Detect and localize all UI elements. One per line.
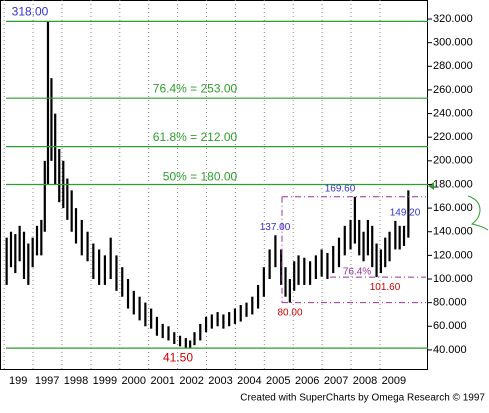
x-tick-label: 2006 — [295, 375, 319, 387]
y-tick-label: 280.000 — [433, 60, 473, 72]
range-label: 80.00 — [277, 307, 302, 318]
point-label: 149.20 — [390, 208, 421, 219]
y-tick-label: 320.000 — [433, 13, 473, 25]
x-tick-label: 1997 — [35, 375, 59, 387]
y-tick-label: 60.000 — [433, 320, 467, 332]
x-tick-label: 2003 — [208, 375, 232, 387]
bracket — [467, 195, 489, 231]
x-tick-label: 2002 — [179, 375, 203, 387]
y-tick-label: 140.000 — [433, 226, 473, 238]
x-tick-label: 1999 — [93, 375, 117, 387]
level-label: 41.50 — [163, 350, 193, 364]
y-tick-label: 100.000 — [433, 273, 473, 285]
x-tick-label: 2007 — [324, 375, 348, 387]
level-label: 50% = 180.00 — [163, 170, 238, 184]
y-tick-label: 120.000 — [433, 249, 473, 261]
x-tick-label: 2000 — [122, 375, 146, 387]
range-label: 101.60 — [370, 282, 401, 293]
x-tick-label: 2009 — [382, 375, 406, 387]
retracement-label: 76.4% — [343, 267, 371, 278]
y-tick-label: 40.000 — [433, 344, 467, 356]
level-label: 76.4% = 253.00 — [153, 81, 238, 95]
y-tick-label: 220.000 — [433, 131, 473, 143]
level-label: 61.8% = 212.00 — [153, 130, 238, 144]
y-tick-label: 200.000 — [433, 155, 473, 167]
x-tick-label: 199 — [9, 375, 27, 387]
y-tick-label: 160.000 — [433, 202, 473, 214]
x-tick-label: 2001 — [150, 375, 174, 387]
x-tick-label: 2008 — [353, 375, 377, 387]
footer: Created with SuperCharts by Omega Resear… — [240, 393, 485, 404]
y-tick-label: 80.000 — [433, 297, 467, 309]
range-label: 169.60 — [325, 183, 356, 194]
y-tick-label: 260.000 — [433, 84, 473, 96]
x-tick-label: 1998 — [64, 375, 88, 387]
level-arrow — [428, 182, 434, 190]
y-tick-label: 300.000 — [433, 37, 473, 49]
level-label: 318.00 — [12, 5, 49, 19]
y-tick-label: 180.000 — [433, 178, 473, 190]
point-label: 137.00 — [260, 222, 291, 233]
x-tick-label: 2005 — [266, 375, 290, 387]
y-tick-label: 240.000 — [433, 107, 473, 119]
x-tick-label: 2004 — [237, 375, 261, 387]
